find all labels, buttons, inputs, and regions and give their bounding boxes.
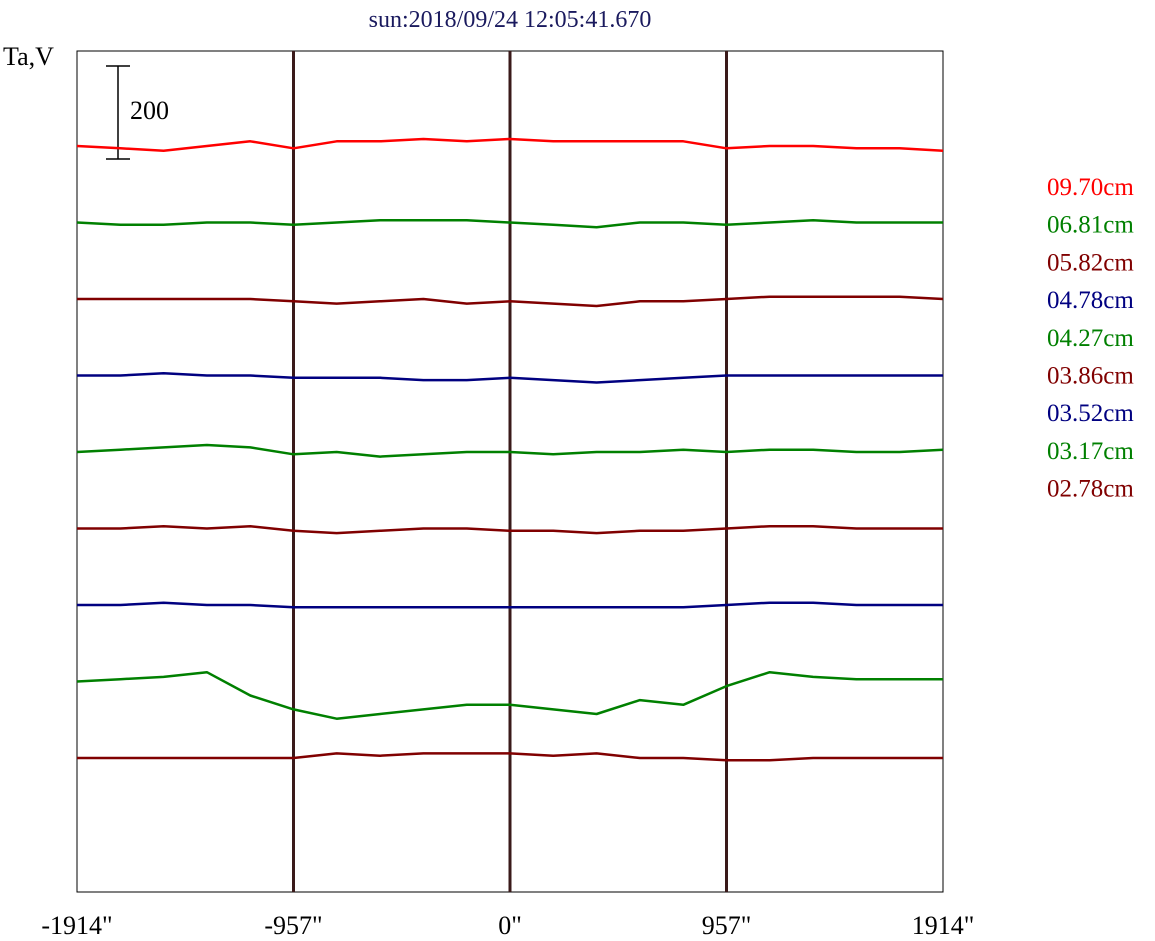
legend-item-04-27cm: 04.27cm xyxy=(1047,325,1134,352)
legend-item-03-86cm: 03.86cm xyxy=(1047,363,1134,390)
legend-item-03-52cm: 03.52cm xyxy=(1047,400,1134,427)
series-line-04-27cm xyxy=(76,443,944,458)
legend-item-06-81cm: 06.81cm xyxy=(1047,212,1134,239)
x-tick-label-1914: 1914" xyxy=(912,911,975,940)
series-line-05-82cm xyxy=(77,295,944,308)
series-line-03-86cm xyxy=(77,524,943,535)
series-lines xyxy=(76,137,944,762)
x-tick-label--1914: -1914" xyxy=(41,911,112,940)
chart-title: sun:2018/09/24 12:05:41.670 xyxy=(369,7,652,33)
y-axis-label: Ta,V xyxy=(3,42,54,71)
legend-item-04-78cm: 04.78cm xyxy=(1047,287,1134,314)
scale-bar: 200 xyxy=(106,65,169,160)
legend-item-03-17cm: 03.17cm xyxy=(1047,438,1134,465)
series-line-03-52cm xyxy=(77,601,943,609)
x-tick-labels: -1914" -957" 0" 957" 1914" xyxy=(41,911,974,940)
series-line-02-78cm xyxy=(77,752,943,762)
scale-bar-label: 200 xyxy=(130,96,169,125)
x-tick-label-0: 0" xyxy=(498,911,522,940)
x-tick-label-957: 957" xyxy=(702,911,752,940)
series-line-09-70cm xyxy=(76,137,944,152)
legend-item-02-78cm: 02.78cm xyxy=(1047,476,1134,503)
legend: 09.70cm 06.81cm 05.82cm 04.78cm 04.27cm 03.86… xyxy=(1047,174,1134,503)
series-line-03-17cm xyxy=(76,670,943,720)
series-line-06-81cm xyxy=(76,218,943,229)
series-line-04-78cm xyxy=(77,371,943,384)
legend-item-09-70cm: 09.70cm xyxy=(1047,174,1134,201)
x-tick-label--957: -957" xyxy=(264,911,322,940)
legend-item-05-82cm: 05.82cm xyxy=(1047,249,1134,276)
vertical-lines xyxy=(292,51,728,892)
